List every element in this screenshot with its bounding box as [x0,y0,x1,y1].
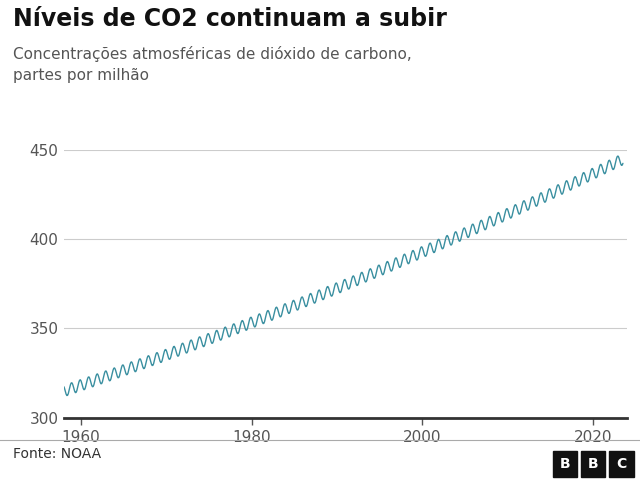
Text: Concentrações atmosféricas de dióxido de carbono,
partes por milhão: Concentrações atmosféricas de dióxido de… [13,46,412,83]
Text: Níveis de CO2 continuam a subir: Níveis de CO2 continuam a subir [13,7,447,31]
Text: B: B [560,457,570,471]
Text: Fonte: NOAA: Fonte: NOAA [13,447,101,461]
Text: C: C [616,457,627,471]
Text: B: B [588,457,598,471]
